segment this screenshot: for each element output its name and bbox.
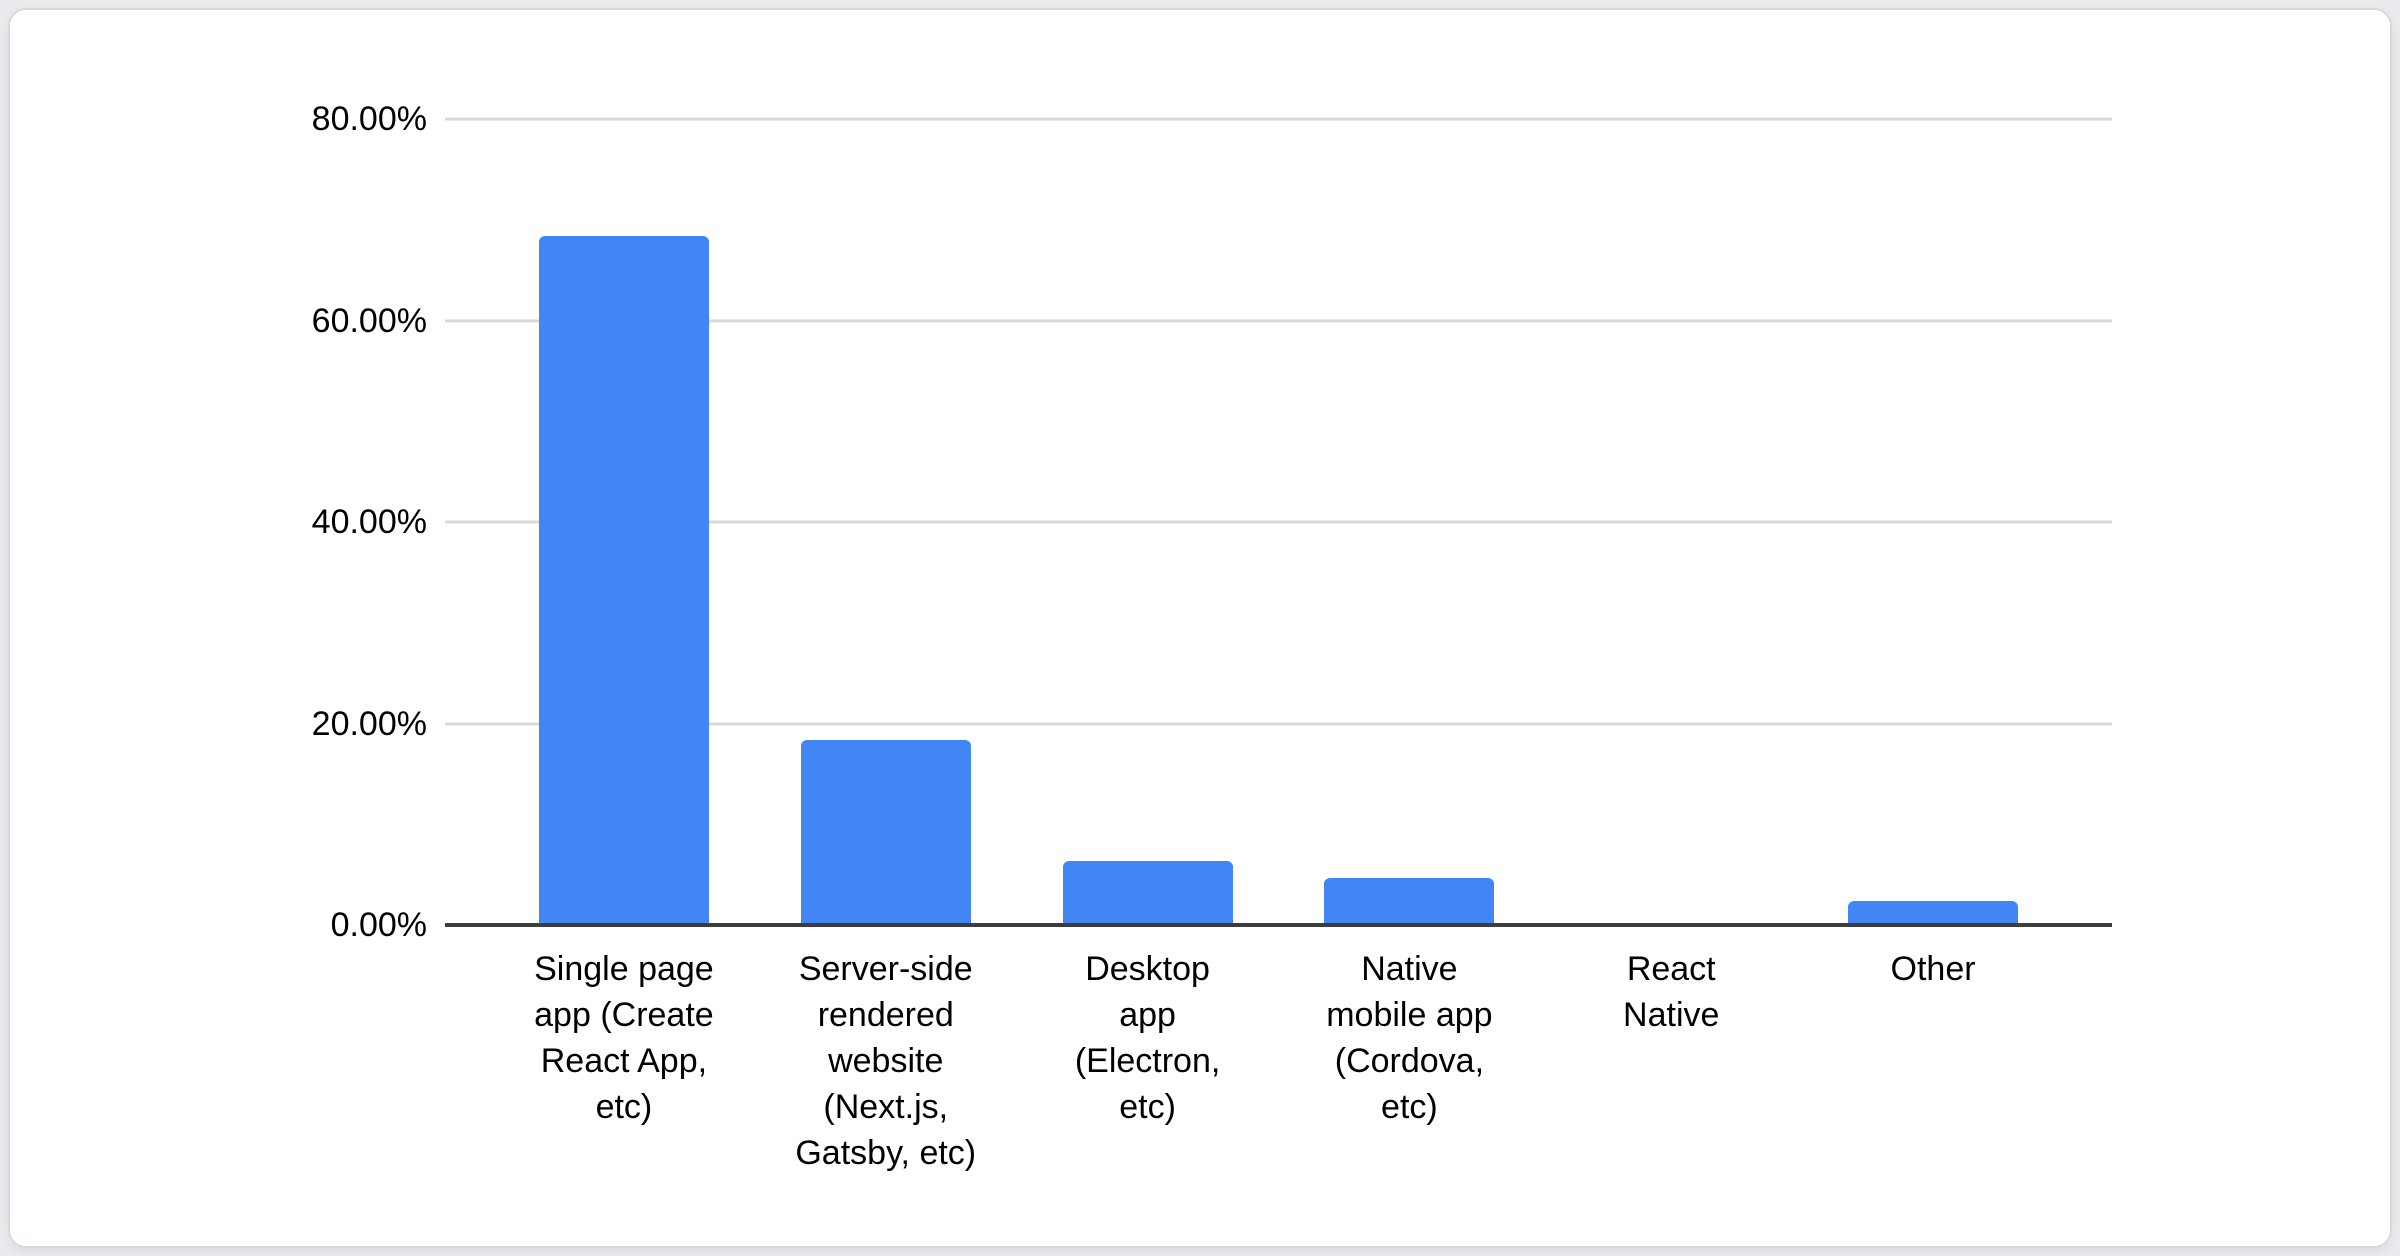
bar-column	[1802, 119, 2064, 925]
x-label-react-native: React Native	[1623, 950, 1720, 1034]
x-label-single-page-app: Single page app (Create React App, etc)	[534, 950, 714, 1126]
chart-card: 0.00% 20.00% 40.00% 60.00% 80.00%	[8, 8, 2392, 1248]
y-axis: 0.00% 20.00% 40.00% 60.00% 80.00%	[177, 100, 427, 944]
y-tick-label: 0.00%	[330, 906, 427, 944]
bar-native-mobile-app[interactable]	[1324, 877, 1495, 925]
y-tick-label: 40.00%	[311, 503, 427, 541]
gridline-80pct	[445, 117, 2112, 121]
bar-desktop-app[interactable]	[1062, 860, 1233, 925]
x-axis-baseline	[445, 923, 2112, 927]
x-label-server-side-rendered: Server-side rendered website (Next.js, G…	[795, 950, 977, 1172]
plot-area	[445, 117, 2112, 927]
bar-single-page-app[interactable]	[538, 235, 709, 925]
bar-column	[1278, 119, 1540, 925]
bar-column	[493, 119, 755, 925]
bars-row	[445, 119, 2112, 925]
x-label-desktop-app: Desktop app (Electron, etc)	[1074, 950, 1221, 1126]
gridline-60pct	[445, 319, 2112, 322]
y-tick-label: 60.00%	[311, 301, 427, 340]
gridline-40pct	[445, 520, 2112, 524]
y-tick-label: 80.00%	[311, 100, 427, 138]
bar-column	[755, 119, 1017, 925]
bar-server-side-rendered[interactable]	[800, 739, 971, 925]
gridline-20pct	[445, 722, 2112, 725]
bar-other[interactable]	[1848, 900, 2019, 925]
bar-column	[1540, 119, 1802, 925]
bar-column	[1017, 119, 1279, 925]
y-tick-label: 20.00%	[311, 704, 427, 743]
x-axis-labels: Single page app (Create React App, etc) …	[445, 946, 2112, 1176]
x-label-native-mobile-app: Native mobile app (Cordova, etc)	[1326, 950, 1493, 1126]
x-label-other: Other	[1890, 950, 1976, 988]
